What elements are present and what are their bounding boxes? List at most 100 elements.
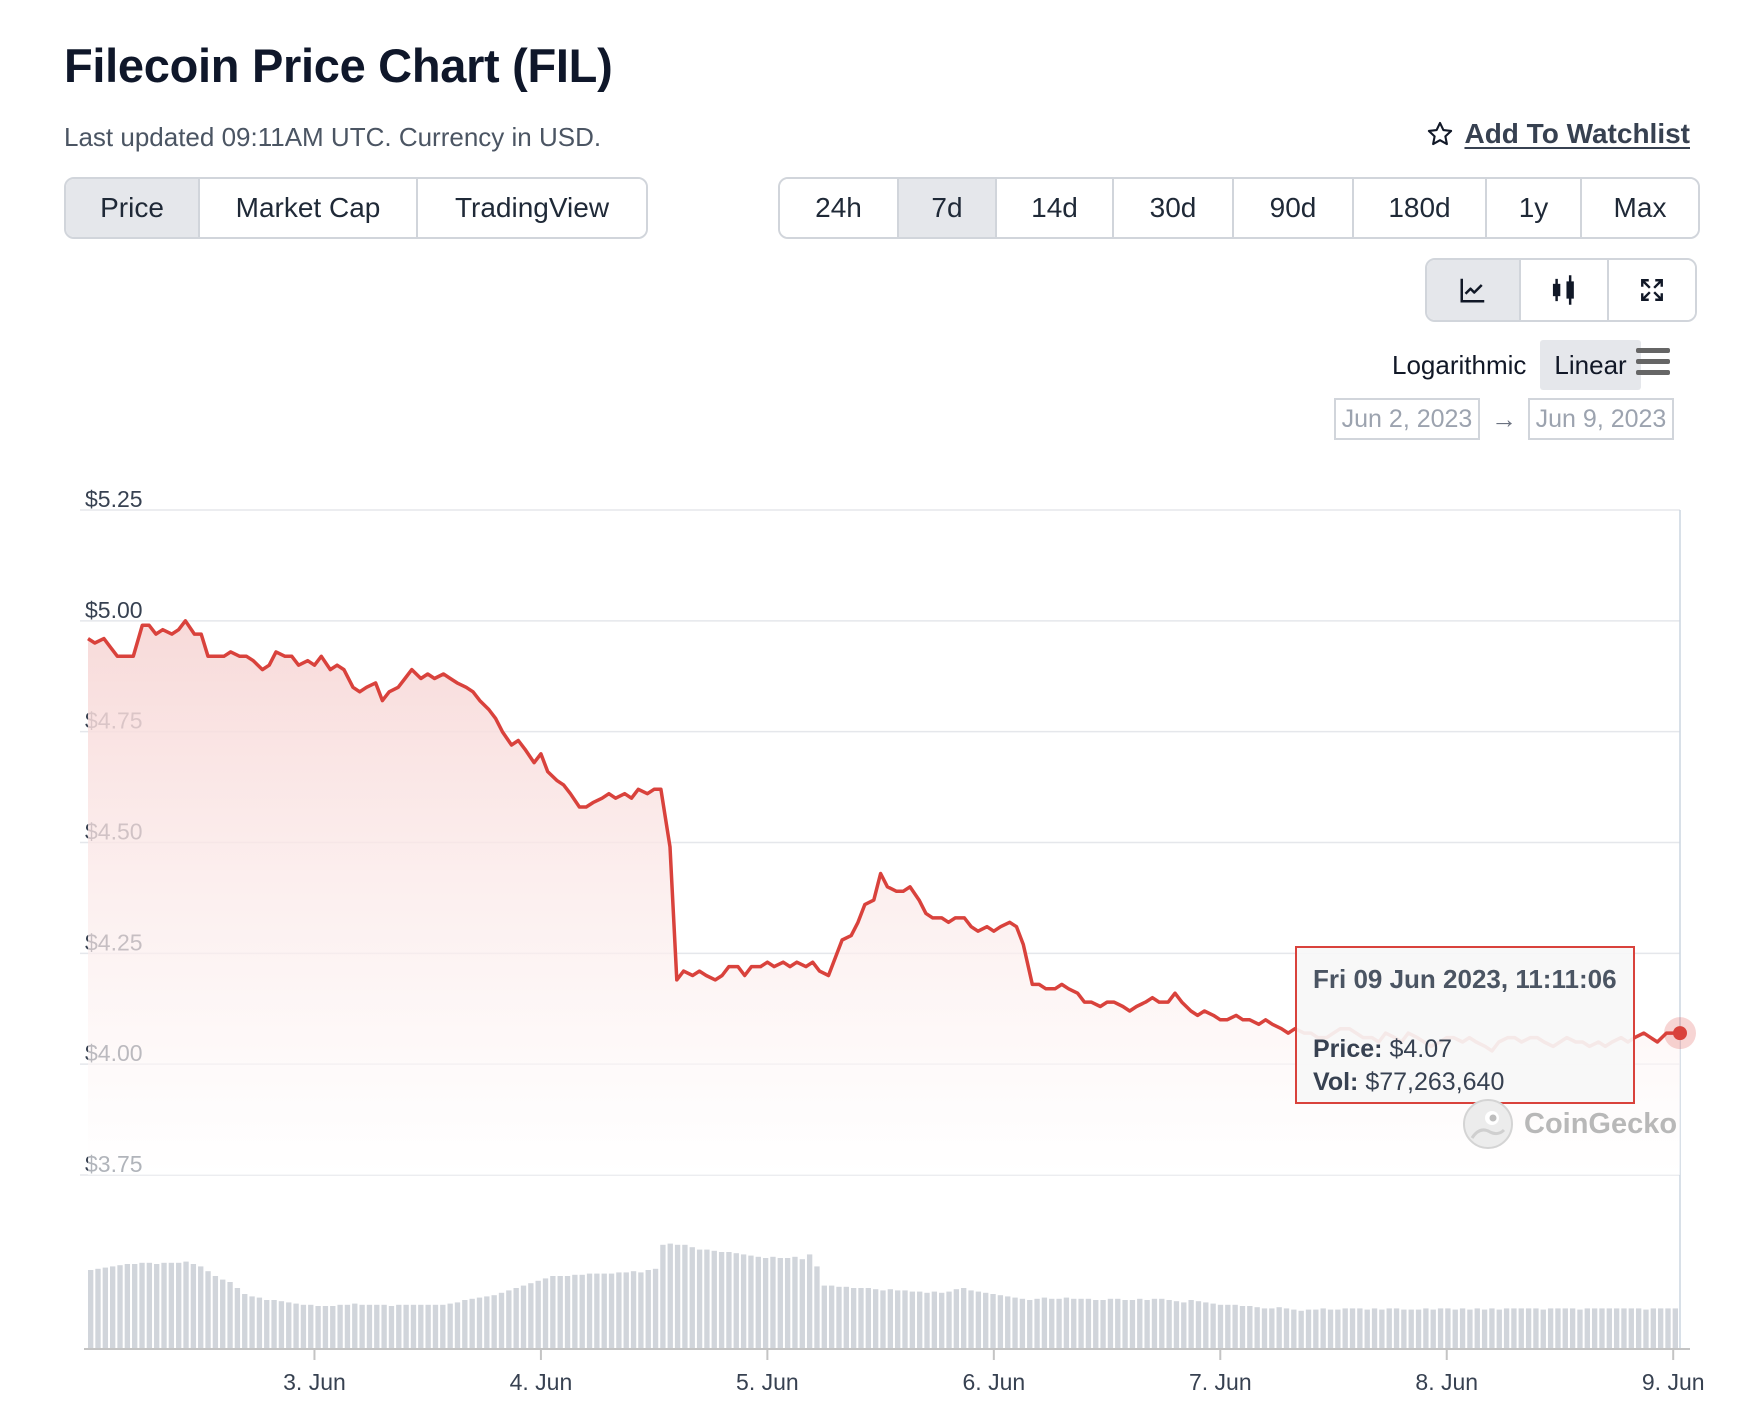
fullscreen-button[interactable] (1607, 260, 1695, 320)
range-1y[interactable]: 1y (1485, 179, 1580, 237)
range-7d[interactable]: 7d (897, 179, 995, 237)
range-24h[interactable]: 24h (780, 179, 897, 237)
volume-bar (652, 1268, 659, 1348)
volume-bar (931, 1291, 938, 1348)
volume-bar (755, 1256, 761, 1348)
volume-bar (484, 1296, 490, 1348)
volume-bar (718, 1252, 725, 1348)
volume-bar (799, 1259, 805, 1348)
range-30d[interactable]: 30d (1112, 179, 1232, 237)
volume-bar (491, 1295, 497, 1348)
volume-bar (1525, 1308, 1532, 1348)
volume-bar (843, 1286, 849, 1348)
volume-bar (1401, 1309, 1407, 1348)
tooltip-price-label: Price: (1313, 1035, 1383, 1063)
volume-bar (821, 1285, 827, 1348)
price-chart[interactable]: $5.25$5.00$4.75$4.50$4.25$4.00$3.753. Ju… (0, 470, 1754, 1390)
volume-bar (865, 1288, 871, 1348)
scale-toggle: Logarithmic Linear (1378, 340, 1641, 390)
volume-bar (1393, 1308, 1400, 1348)
volume-bar (1027, 1300, 1033, 1348)
volume-bar (1481, 1309, 1488, 1348)
date-from-input[interactable] (1334, 398, 1480, 440)
volume-bar (454, 1302, 461, 1348)
volume-bar (1085, 1298, 1092, 1348)
volume-bar (1584, 1308, 1590, 1348)
volume-bar (696, 1249, 703, 1348)
fullscreen-icon (1641, 279, 1663, 301)
tab-market-cap[interactable]: Market Cap (198, 179, 416, 237)
volume-bar (322, 1306, 329, 1348)
volume-bar (161, 1262, 167, 1348)
range-14d[interactable]: 14d (995, 179, 1112, 237)
volume-bar (293, 1303, 299, 1348)
volume-bar (1320, 1308, 1326, 1348)
volume-bar (1577, 1309, 1583, 1348)
volume-bar (961, 1288, 967, 1348)
volume-bar (975, 1291, 982, 1348)
volume-bar (1474, 1308, 1480, 1348)
volume-bar (983, 1292, 989, 1348)
volume-bar (1071, 1298, 1077, 1348)
volume-bar (1643, 1309, 1649, 1348)
volume-bar (1195, 1301, 1202, 1348)
volume-bar (1115, 1298, 1121, 1348)
volume-bar (623, 1272, 629, 1348)
candlestick-icon (1552, 275, 1574, 305)
add-to-watchlist-link[interactable]: Add To Watchlist (1426, 118, 1690, 150)
volume-bar (1540, 1309, 1546, 1348)
volume-bar (1489, 1308, 1495, 1348)
hamburger-menu-icon[interactable] (1635, 346, 1671, 378)
volume-bar (1445, 1308, 1451, 1348)
volume-bar (997, 1295, 1004, 1348)
range-180d[interactable]: 180d (1352, 179, 1485, 237)
volume-bar (1665, 1308, 1671, 1348)
volume-bar (586, 1273, 593, 1348)
tab-price[interactable]: Price (66, 179, 198, 237)
volume-bar (110, 1266, 116, 1348)
volume-bar (880, 1290, 886, 1348)
date-to-input[interactable] (1528, 398, 1674, 440)
volume-bar (1034, 1298, 1040, 1348)
volume-bar (616, 1272, 622, 1348)
range-90d[interactable]: 90d (1232, 179, 1352, 237)
volume-bar (630, 1271, 637, 1348)
volume-bar (1672, 1308, 1678, 1348)
volume-bar (1342, 1308, 1348, 1348)
volume-bar (278, 1301, 285, 1348)
tab-tradingview[interactable]: TradingView (416, 179, 646, 237)
volume-bar (528, 1283, 534, 1348)
x-tick-label: 4. Jun (510, 1369, 573, 1390)
volume-bar (660, 1244, 666, 1348)
range-max[interactable]: Max (1580, 179, 1698, 237)
volume-bar (337, 1304, 343, 1348)
scale-logarithmic[interactable]: Logarithmic (1392, 349, 1527, 380)
volume-bar (572, 1274, 578, 1348)
volume-bar (542, 1278, 549, 1348)
volume-bar (1144, 1300, 1150, 1348)
volume-bar (939, 1292, 945, 1348)
volume-bar (359, 1304, 365, 1348)
volume-bar (1511, 1308, 1517, 1348)
volume-bar (1621, 1308, 1627, 1348)
volume-bar (403, 1304, 409, 1348)
volume-bar (1628, 1308, 1634, 1348)
watermark-text: CoinGecko (1524, 1107, 1678, 1140)
volume-bar (190, 1264, 197, 1348)
volume-bar (1408, 1309, 1414, 1348)
volume-bar (1452, 1309, 1458, 1348)
volume-bar (315, 1306, 321, 1348)
volume-bar (674, 1244, 681, 1348)
scale-linear[interactable]: Linear (1540, 340, 1641, 390)
volume-bar (1261, 1308, 1268, 1348)
candlestick-button[interactable] (1519, 260, 1607, 320)
volume-bar (792, 1256, 798, 1348)
volume-bar (733, 1253, 739, 1348)
volume-bar (425, 1304, 431, 1348)
line-chart-button[interactable] (1427, 260, 1519, 320)
volume-bar (168, 1262, 175, 1348)
volume-bar (667, 1243, 673, 1348)
volume-bar (1283, 1308, 1290, 1348)
volume-bar (1569, 1308, 1576, 1348)
volume-bar (1386, 1308, 1392, 1348)
